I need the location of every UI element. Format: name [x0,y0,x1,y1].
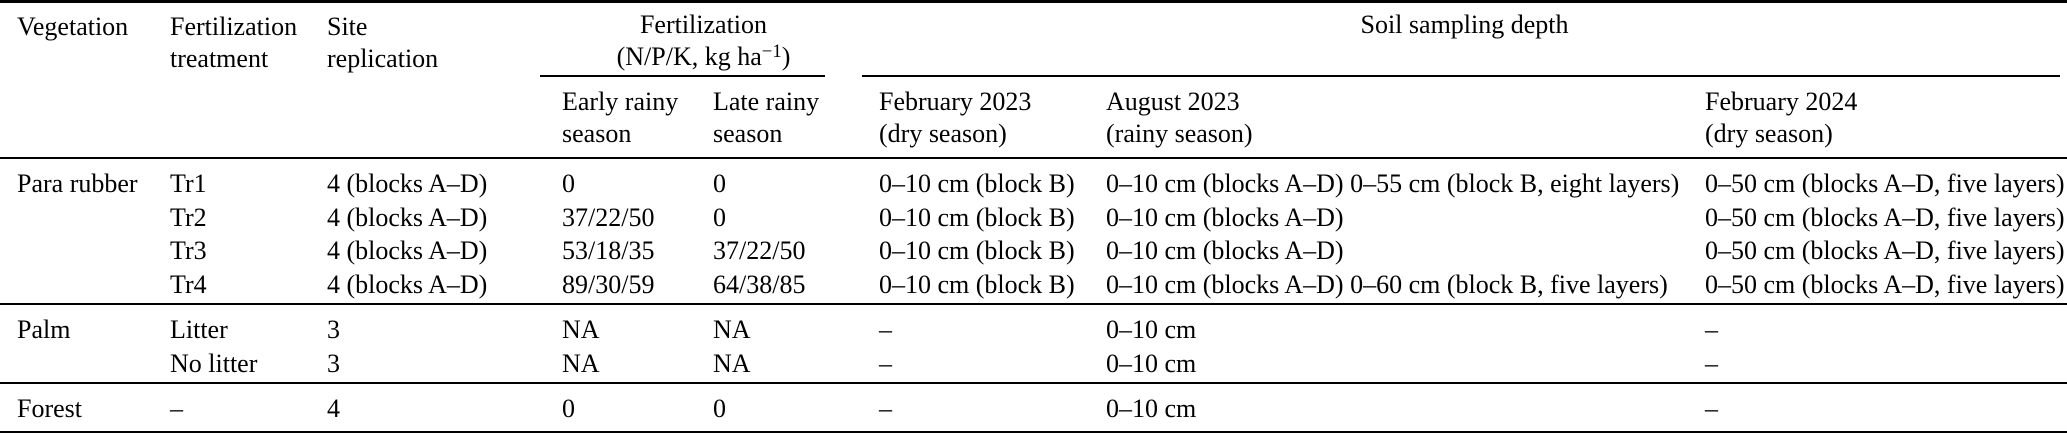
cell-early-rainy: 0 [562,394,575,423]
cell-treatment: Tr4 [170,269,207,299]
section-para-rubber: Para rubber Tr1 4 (blocks A–D) 0 0 0–10 … [0,159,2067,303]
fertilization-group-unit: (N/P/K, kg ha−1) [616,40,791,71]
cell-treatment: Tr2 [170,202,207,232]
cell-aug2023: 0–10 cm [1106,315,1197,344]
cell-early-rainy: 37/22/50 [562,202,655,232]
cell-feb2023: – [879,394,892,423]
cell-treatment: Tr1 [170,169,207,198]
cell-vegetation: Palm [17,315,71,344]
cell-early-rainy: NA [562,348,600,378]
header-site-replication: Site replication [327,12,439,73]
header-early-rainy-season: Early rainy season [562,87,679,148]
fertilization-group-rule [540,75,825,77]
cell-feb2024: – [1705,348,1718,378]
cell-early-rainy: 89/30/59 [562,269,655,299]
cell-late-rainy: NA [713,315,751,344]
cell-early-rainy: 53/18/35 [562,236,655,265]
cell-replication: 3 [327,348,340,378]
cell-treatment: Litter [170,315,228,344]
cell-replication: 4 [327,394,340,423]
cell-feb2023: – [879,315,892,344]
cell-replication: 3 [327,315,340,344]
cell-late-rainy: 64/38/85 [713,269,806,299]
cell-feb2024: 0–50 cm (blocks A–D, five layers) [1705,202,2065,232]
cell-feb2024: 0–50 cm (blocks A–D, five layers) [1705,169,2065,198]
cell-replication: 4 (blocks A–D) [327,202,488,232]
superscript-minus-one: −1 [761,40,782,62]
cell-aug2023: 0–10 cm (blocks A–D) [1106,236,1344,265]
header-vegetation: Vegetation [17,12,129,41]
cell-replication: 4 (blocks A–D) [327,169,488,198]
cell-feb2024: – [1705,315,1718,344]
cell-aug2023: 0–10 cm (blocks A–D) [1106,202,1344,232]
header-fertilization-treatment: Fertilization treatment [170,12,298,73]
cell-replication: 4 (blocks A–D) [327,236,488,265]
cell-late-rainy: 0 [713,202,726,232]
section-forest: Forest – 4 0 0 – 0–10 cm – [0,382,2067,431]
cell-vegetation: Forest [17,394,82,423]
cell-treatment: No litter [170,348,258,378]
cell-feb2023: – [879,348,892,378]
cell-early-rainy: 0 [562,169,575,198]
section-palm: Palm Litter 3 NA NA – 0–10 cm – No litte… [0,303,2067,382]
cell-feb2023: 0–10 cm (block B) [879,236,1075,265]
header-february-2023: February 2023 (dry season) [879,87,1032,148]
cell-treatment: Tr3 [170,236,207,265]
cell-aug2023: 0–10 cm (blocks A–D) 0–60 cm (block B, f… [1106,269,1668,299]
fertilization-group-title: Fertilization [639,10,768,39]
cell-early-rainy: NA [562,315,600,344]
cell-feb2023: 0–10 cm (block B) [879,202,1075,232]
header-august-2023: August 2023 (rainy season) [1106,87,1253,148]
cell-treatment: – [170,394,183,423]
cell-aug2023: 0–10 cm [1106,348,1197,378]
cell-late-rainy: 37/22/50 [713,236,806,265]
header-group-soil-sampling-depth: Soil sampling depth [862,3,2067,77]
soil-group-rule [862,75,2060,77]
cell-feb2024: 0–50 cm (blocks A–D, five layers) [1705,269,2065,299]
cell-late-rainy: NA [713,348,751,378]
soil-group-title: Soil sampling depth [1360,10,1569,39]
cell-feb2023: 0–10 cm (block B) [879,169,1075,198]
cell-late-rainy: 0 [713,394,726,423]
cell-vegetation: Para rubber [17,169,138,198]
cell-aug2023: 0–10 cm (blocks A–D) 0–55 cm (block B, e… [1106,169,1680,198]
header-february-2024: February 2024 (dry season) [1705,87,1858,148]
header-late-rainy-season: Late rainy season [713,87,820,148]
cell-replication: 4 (blocks A–D) [327,269,488,299]
table-header: Vegetation Fertilization treatment Site … [0,3,2067,159]
cell-feb2024: – [1705,394,1718,423]
cell-feb2023: 0–10 cm (block B) [879,269,1075,299]
cell-late-rainy: 0 [713,169,726,198]
cell-feb2024: 0–50 cm (blocks A–D, five layers) [1705,236,2065,265]
header-group-fertilization: Fertilization (N/P/K, kg ha−1) [540,3,862,77]
cell-aug2023: 0–10 cm [1106,394,1197,423]
